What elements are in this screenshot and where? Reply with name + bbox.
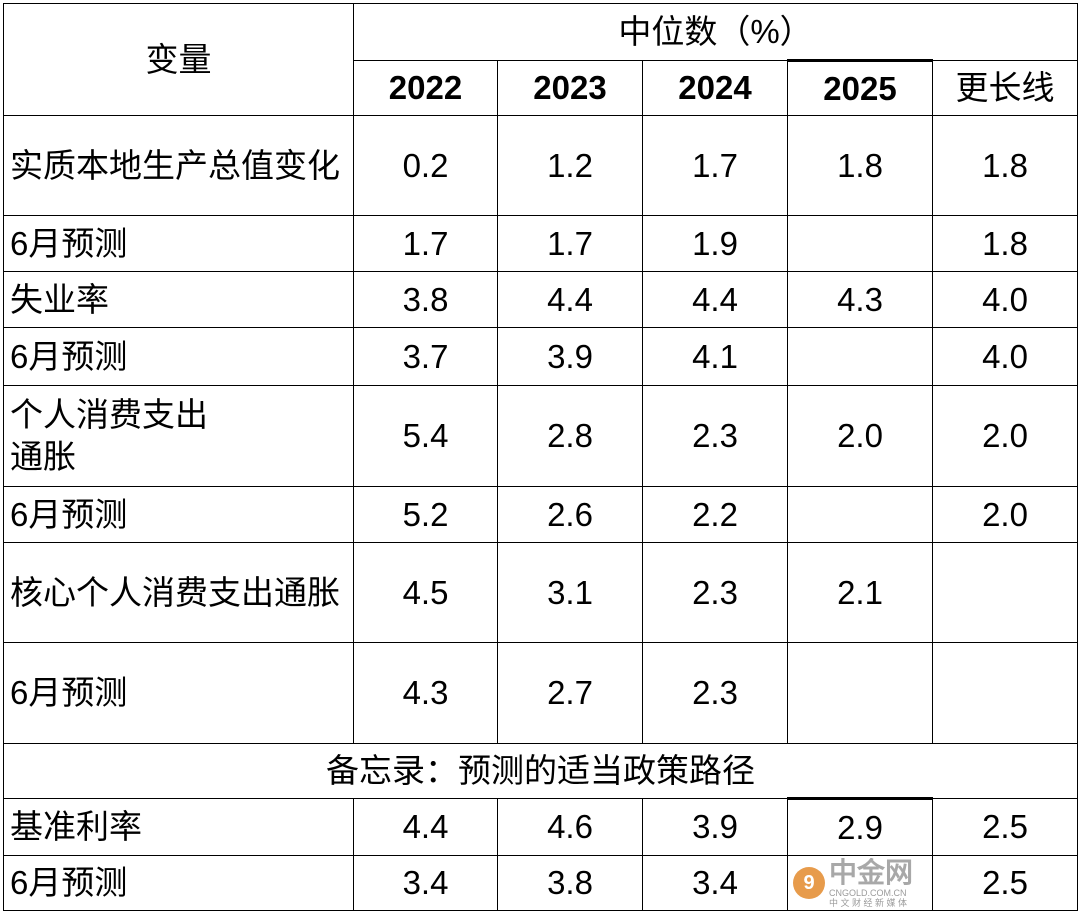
value-cell: 2.8	[497, 385, 643, 487]
table-row: 6月预测 1.7 1.7 1.9 1.8	[3, 215, 1078, 272]
year-header: 2025	[787, 59, 933, 116]
table-row: 6月预测 3.4 3.8 3.4 2.5	[3, 855, 1078, 911]
value-cell: 2.5	[932, 855, 1078, 911]
value-cell: 1.9	[642, 215, 788, 272]
value-cell: 4.0	[932, 271, 1078, 328]
value-cell: 0.2	[353, 115, 498, 216]
value-cell: 2.1	[787, 542, 933, 643]
value-cell: 5.2	[353, 486, 498, 543]
value-cell: 2.3	[642, 542, 788, 643]
table-row: 失业率 3.8 4.4 4.4 4.3 4.0	[3, 271, 1078, 328]
value-cell: 2.3	[642, 642, 788, 744]
year-header: 2023	[497, 60, 643, 116]
row-label: 6月预测	[3, 486, 354, 543]
logo-icon: 9	[793, 867, 825, 899]
value-cell: 2.3	[642, 385, 788, 487]
value-cell: 3.9	[642, 798, 788, 856]
value-cell: 4.4	[642, 271, 788, 328]
value-cell: 4.4	[497, 271, 643, 328]
value-cell	[787, 327, 933, 386]
row-label: 6月预测	[3, 642, 354, 744]
value-cell: 3.8	[353, 271, 498, 328]
median-header: 中位数（%）	[353, 3, 1078, 61]
value-cell: 3.8	[497, 855, 643, 911]
value-cell: 4.4	[353, 798, 498, 856]
row-label: 6月预测	[3, 327, 354, 386]
variable-header: 变量	[3, 3, 354, 116]
value-cell: 3.1	[497, 542, 643, 643]
value-cell: 2.0	[787, 385, 933, 487]
row-label: 6月预测	[3, 855, 354, 911]
value-cell: 1.8	[932, 115, 1078, 216]
row-label: 个人消费支出 通胀	[3, 385, 354, 487]
value-cell: 4.0	[932, 327, 1078, 386]
watermark-name: 中金网	[829, 858, 914, 888]
table-row: 核心个人消费支出通胀 4.5 3.1 2.3 2.1	[3, 542, 1078, 643]
value-cell: 3.4	[353, 855, 498, 911]
value-cell: 2.5	[932, 798, 1078, 856]
table-row: 6月预测 5.2 2.6 2.2 2.0	[3, 486, 1078, 543]
value-cell: 2.0	[932, 385, 1078, 487]
value-cell	[787, 642, 933, 744]
value-cell: 4.3	[787, 271, 933, 328]
value-cell	[932, 642, 1078, 744]
value-cell: 4.3	[353, 642, 498, 744]
row-label: 实质本地生产总值变化	[3, 115, 354, 216]
value-cell	[787, 215, 933, 272]
watermark-domain: CNGOLD.COM.CN	[829, 888, 907, 898]
value-cell	[787, 486, 933, 543]
table-row: 6月预测 3.7 3.9 4.1 4.0	[3, 327, 1078, 386]
value-cell: 2.6	[497, 486, 643, 543]
row-label: 失业率	[3, 271, 354, 328]
value-cell: 1.7	[353, 215, 498, 272]
value-cell: 1.8	[787, 115, 933, 216]
watermark-logo: 9 中金网 CNGOLD.COM.CN 中 文 财 经 新 媒 体	[793, 858, 927, 908]
year-header: 2024	[642, 60, 788, 116]
value-cell: 1.2	[497, 115, 643, 216]
value-cell: 4.5	[353, 542, 498, 643]
value-cell: 2.2	[642, 486, 788, 543]
value-cell: 1.7	[642, 115, 788, 216]
year-header: 更长线	[932, 60, 1078, 116]
value-cell: 2.7	[497, 642, 643, 744]
memo-row: 备忘录：预测的适当政策路径	[3, 743, 1078, 799]
table-row: 基准利率 4.4 4.6 3.9 2.9 2.5	[3, 797, 1078, 856]
table-row: 6月预测 4.3 2.7 2.3	[3, 642, 1078, 744]
value-cell: 3.7	[353, 327, 498, 386]
value-cell: 4.1	[642, 327, 788, 386]
row-label: 6月预测	[3, 215, 354, 272]
year-header: 2022	[353, 60, 498, 116]
value-cell: 2.9	[787, 797, 933, 856]
projections-table: 变量 中位数（%） 2022 2023 2024 2025 更长线 实质本地生产总值变化…	[3, 3, 1078, 911]
row-label: 核心个人消费支出通胀	[3, 542, 354, 643]
table-row: 实质本地生产总值变化 0.2 1.2 1.7 1.8 1.8	[3, 115, 1078, 216]
value-cell: 5.4	[353, 385, 498, 487]
value-cell	[932, 542, 1078, 643]
value-cell: 2.0	[932, 486, 1078, 543]
value-cell: 3.4	[642, 855, 788, 911]
value-cell: 1.8	[932, 215, 1078, 272]
value-cell: 3.9	[497, 327, 643, 386]
row-label: 基准利率	[3, 798, 354, 856]
value-cell: 4.6	[497, 798, 643, 856]
table-row: 个人消费支出 通胀 5.4 2.8 2.3 2.0 2.0	[3, 385, 1078, 487]
value-cell: 1.7	[497, 215, 643, 272]
watermark-tagline: 中 文 财 经 新 媒 体	[829, 898, 908, 908]
